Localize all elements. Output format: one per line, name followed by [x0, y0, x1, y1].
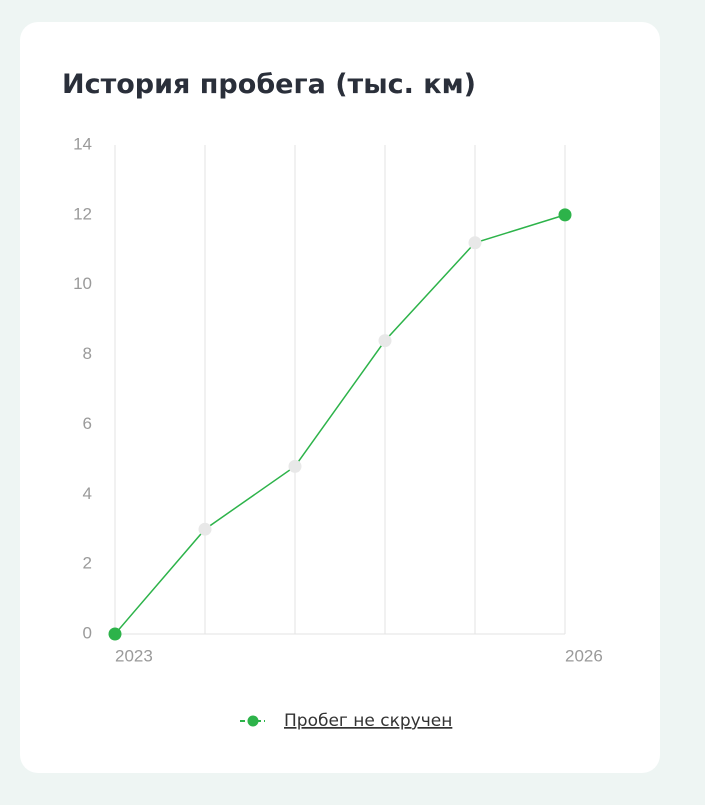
- chart-card: [20, 22, 660, 773]
- legend-marker: [247, 715, 259, 727]
- y-tick-label: 14: [73, 134, 92, 153]
- y-tick-label: 0: [83, 623, 92, 642]
- y-tick-label: 8: [83, 344, 92, 363]
- y-tick-label: 10: [73, 274, 92, 293]
- point: [468, 236, 482, 250]
- point: [198, 522, 212, 536]
- point: [378, 334, 392, 348]
- line: [114, 214, 566, 635]
- y-tick-label: 2: [83, 554, 92, 573]
- y-tick-label: 4: [83, 484, 92, 503]
- point: [108, 627, 122, 641]
- chart-title: История пробега (тыс. км): [62, 69, 476, 100]
- x-tick-label: 2026: [565, 646, 603, 665]
- legend-label[interactable]: Пробег не скручен: [284, 711, 452, 731]
- point: [288, 459, 302, 473]
- y-tick-label: 12: [73, 204, 92, 223]
- point: [558, 208, 572, 222]
- x-tick-label: 2023: [115, 646, 153, 665]
- y-tick-label: 6: [83, 414, 92, 433]
